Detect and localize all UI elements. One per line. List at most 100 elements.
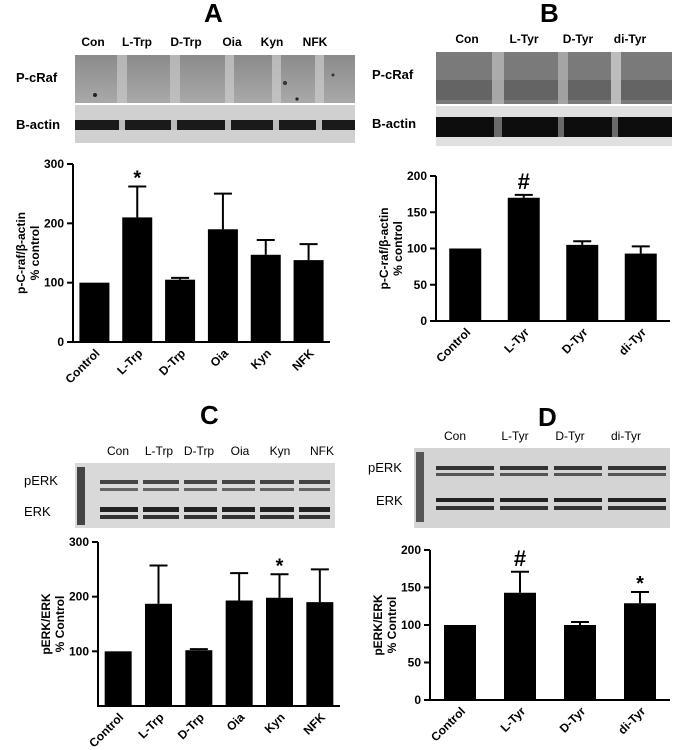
y-tick-label: 200 (44, 216, 64, 230)
y-tick-label: 0 (420, 314, 427, 328)
lane-label: NFK (310, 444, 334, 458)
blot-row-label: ERK (24, 504, 51, 519)
lane-label: Oia (230, 444, 250, 458)
blot-image (75, 55, 355, 103)
blot-image (436, 106, 672, 146)
blot-image (75, 105, 355, 143)
x-tick-label: L-Tyr (498, 704, 529, 735)
lane-label: di-Tyr (611, 429, 641, 443)
lane-label: L-Tyr (501, 429, 529, 443)
significance-marker: # (518, 169, 530, 194)
bar (449, 248, 482, 321)
x-tick-label: L-Trp (114, 346, 145, 377)
blot-row-label: P-cRaf (16, 70, 58, 85)
x-tick-label: di-Tyr (616, 325, 649, 358)
bar (306, 602, 334, 706)
y-tick-label: 50 (408, 656, 422, 670)
western-blot-b-actin (436, 106, 672, 146)
blot-row-label: pERK (368, 460, 402, 475)
bar (564, 625, 596, 700)
bar-chart-b: 0 50 100 150 200 p-C-raf/β-actin% control Cont… (377, 169, 670, 365)
bar (624, 603, 656, 700)
lane-label: D-Trp (170, 35, 202, 49)
western-blot-b-actin (75, 105, 355, 143)
bar (250, 254, 281, 342)
blot-image (436, 52, 672, 104)
western-blot-p-craf (75, 55, 355, 103)
y-tick-label: 300 (69, 535, 89, 549)
y-tick-label: 100 (44, 276, 64, 290)
bar (79, 282, 110, 342)
x-tick-label: NFK (289, 346, 317, 374)
y-tick-label: 100 (401, 618, 421, 632)
significance-marker: * (276, 555, 284, 577)
lane-label: Con (455, 32, 479, 46)
x-tick-label: D-Trp (156, 346, 188, 378)
panel-letter-a: A (204, 0, 223, 28)
lane-label: L-Trp (144, 444, 174, 458)
x-tick-label: Kyn (262, 710, 288, 736)
x-tick-label: D-Trp (175, 710, 207, 742)
western-blot-erk (75, 463, 335, 528)
significance-marker: * (636, 573, 644, 595)
x-tick-label: Control (86, 710, 126, 750)
lane-label: D-Trp (183, 444, 215, 458)
bar (504, 592, 536, 700)
lane-label: L-Tyr (509, 32, 539, 46)
x-tick-label: NFK (301, 710, 329, 738)
bar-chart-d: 0 50 100 150 200 pERK/ERK% Control Control # L-T… (371, 543, 670, 744)
bar (207, 229, 238, 342)
lane-label: Con (81, 35, 105, 49)
lane-label: D-Tyr (562, 32, 594, 46)
panel-letter-d: D (538, 402, 557, 432)
x-tick-label: D-Tyr (559, 325, 591, 357)
x-tick-label: Control (433, 325, 473, 365)
western-blot-p-craf (436, 52, 672, 104)
x-tick-label: di-Tyr (615, 704, 648, 737)
y-axis-label: pERK/ERK% Control (371, 594, 399, 656)
lane-label: Con (106, 444, 130, 458)
bar (122, 217, 153, 342)
bar-chart-a: 0 100 200 300 p-C-raf/β-actin% control Contro… (14, 157, 330, 386)
y-tick-label: 0 (57, 335, 64, 349)
blot-row-label: ERK (376, 493, 403, 508)
blot-image (414, 448, 670, 528)
lane-label: Kyn (269, 444, 291, 458)
bar (566, 244, 599, 321)
lane-label: di-Tyr (613, 32, 647, 46)
bar (266, 597, 293, 706)
panel-letter-b: B (540, 0, 559, 28)
x-tick-label: D-Tyr (557, 704, 589, 736)
x-tick-label: Oia (207, 346, 231, 370)
lane-label: Kyn (260, 35, 284, 49)
y-axis-label: p-C-raf/β-actin% control (14, 212, 42, 294)
y-tick-label: 150 (407, 205, 427, 219)
y-tick-label: 300 (44, 157, 64, 171)
y-tick-label: 150 (401, 581, 421, 595)
x-tick-label: Kyn (248, 346, 274, 372)
western-blot-erk (414, 448, 670, 528)
bar (444, 625, 476, 700)
y-axis-label: pERK/ERK% Control (39, 593, 67, 655)
y-tick-label: 200 (69, 590, 89, 604)
y-tick-label: 50 (414, 278, 428, 292)
panel-letter-c: C (200, 400, 219, 430)
y-axis-label: p-C-raf/β-actin% control (377, 208, 405, 290)
x-tick-label: Control (428, 704, 468, 744)
y-tick-label: 100 (69, 644, 89, 658)
y-tick-label: 200 (407, 169, 427, 183)
bar (145, 603, 172, 706)
x-tick-label: Control (62, 346, 102, 386)
lane-label: Oia (222, 35, 242, 49)
y-tick-label: 0 (414, 693, 421, 707)
bar (507, 197, 540, 321)
lane-label: NFK (302, 35, 328, 49)
x-tick-label: Oia (224, 710, 248, 734)
y-tick-label: 200 (401, 543, 421, 557)
bar (165, 279, 196, 342)
x-tick-label: L-Tyr (501, 325, 532, 356)
lane-label: L-Trp (122, 35, 152, 49)
bar (104, 651, 132, 706)
lane-label: D-Tyr (555, 429, 585, 443)
blot-row-label: pERK (24, 473, 58, 488)
